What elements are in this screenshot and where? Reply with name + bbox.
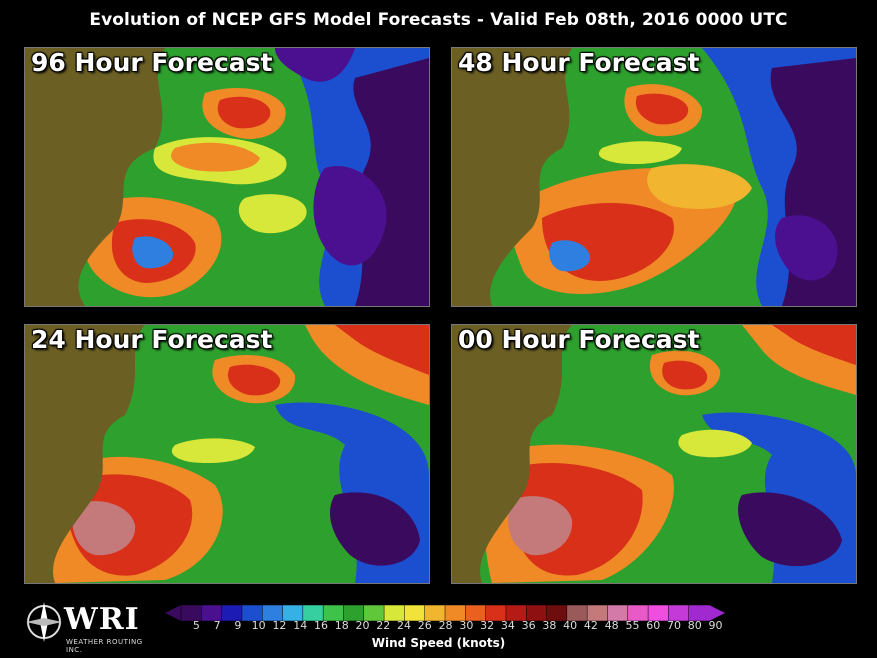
- forecast-panel-96h: 96 Hour Forecast: [24, 47, 430, 307]
- logo-subtitle: WEATHER ROUTING INC.: [66, 638, 143, 654]
- colorbar-tick-label: 20: [355, 619, 370, 632]
- colorbar-tick-label: 28: [438, 619, 453, 632]
- colorbar-labels: 5 7 9 10 12 14 16 18 20 22 24 26 28 30 32 34 36 38 40 42 48 5…: [186, 619, 726, 633]
- colorbar-tick-label: 12: [272, 619, 287, 632]
- wind-map-24h: [25, 325, 429, 583]
- wind-map-96h: [25, 48, 429, 306]
- panel-label-00h: 00 Hour Forecast: [458, 325, 700, 354]
- colorbar-tick-label: 30: [459, 619, 474, 632]
- colorbar-tick-label: 18: [334, 619, 349, 632]
- colorbar-title: Wind Speed (knots): [371, 636, 506, 650]
- colorbar-right-arrow: [709, 605, 725, 621]
- compass-rose-icon: [26, 602, 62, 642]
- colorbar-tick-label: 42: [583, 619, 598, 632]
- colorbar-tick-label: 10: [251, 619, 266, 632]
- colorbar-tick-label: 48: [604, 619, 619, 632]
- colorbar-tick-label: 38: [542, 619, 557, 632]
- forecast-panel-48h: 48 Hour Forecast: [451, 47, 857, 307]
- colorbar-tick-label: 70: [666, 619, 681, 632]
- colorbar-left-arrow: [165, 605, 181, 621]
- wri-logo: WRI WEATHER ROUTING INC.: [24, 598, 144, 654]
- colorbar-tick-label: 9: [234, 619, 242, 632]
- panel-label-24h: 24 Hour Forecast: [31, 325, 273, 354]
- forecast-panel-24h: 24 Hour Forecast: [24, 324, 430, 584]
- colorbar-tick-label: 14: [293, 619, 308, 632]
- colorbar-tick-label: 34: [500, 619, 515, 632]
- panel-label-96h: 96 Hour Forecast: [31, 48, 273, 77]
- colorbar-tick-label: 80: [687, 619, 702, 632]
- colorbar-tick-label: 7: [213, 619, 221, 632]
- colorbar-tick-label: 5: [192, 619, 200, 632]
- colorbar-tick-label: 24: [397, 619, 412, 632]
- colorbar-tick-label: 26: [417, 619, 432, 632]
- panel-label-48h: 48 Hour Forecast: [458, 48, 700, 77]
- wind-speed-colorbar: [165, 605, 725, 623]
- logo-wordmark: WRI: [64, 602, 140, 637]
- colorbar-tick-label: 60: [646, 619, 661, 632]
- wind-map-00h: [452, 325, 856, 583]
- colorbar-tick-label: 90: [708, 619, 723, 632]
- colorbar-tick-label: 22: [376, 619, 391, 632]
- colorbar-tick-label: 40: [563, 619, 578, 632]
- forecast-panel-00h: 00 Hour Forecast: [451, 324, 857, 584]
- page-title: Evolution of NCEP GFS Model Forecasts - …: [89, 10, 788, 30]
- colorbar-tick-label: 36: [521, 619, 536, 632]
- wind-map-48h: [452, 48, 856, 306]
- colorbar-swatches: [165, 605, 725, 621]
- colorbar-tick-label: 55: [625, 619, 640, 632]
- colorbar-tick-label: 16: [313, 619, 328, 632]
- colorbar-tick-label: 32: [480, 619, 495, 632]
